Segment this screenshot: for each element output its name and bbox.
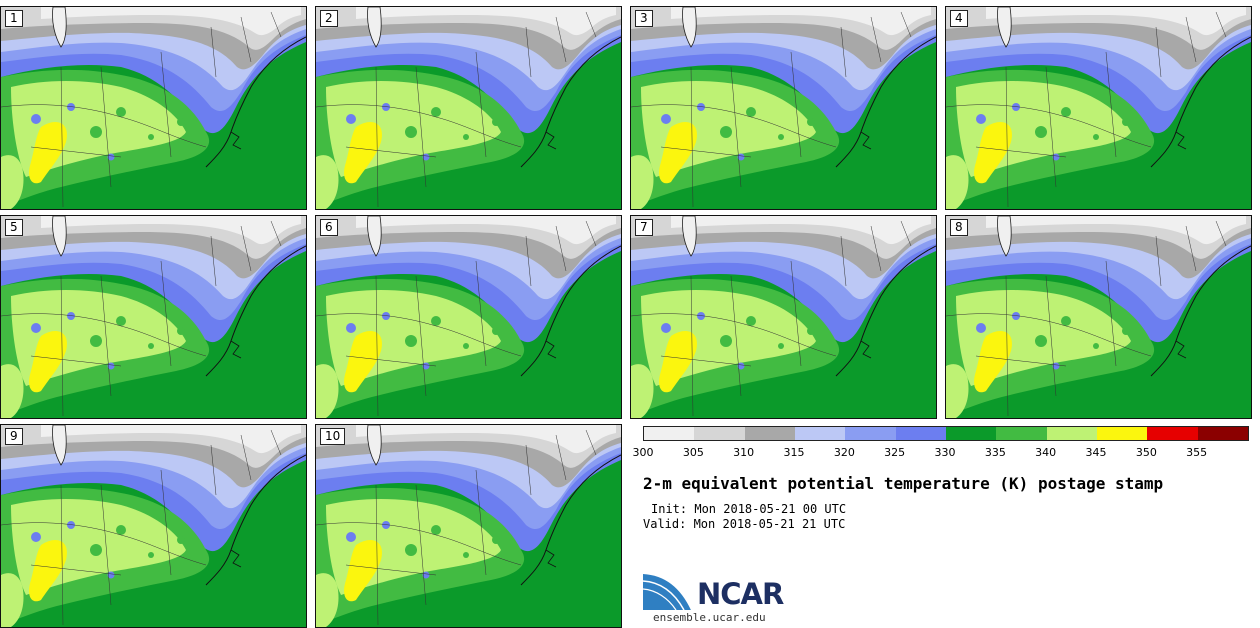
colorbar xyxy=(643,426,1249,441)
colorbar-tick-label: 320 xyxy=(833,446,855,459)
colorbar-segment xyxy=(945,427,997,440)
colorbar-tick-label: 330 xyxy=(934,446,956,459)
member-map-9 xyxy=(1,425,306,627)
postage-stamp-5: 5 xyxy=(0,215,307,419)
member-label: 10 xyxy=(320,428,346,445)
member-label: 1 xyxy=(5,10,23,27)
postage-stamp-9: 9 xyxy=(0,424,307,628)
member-map-2 xyxy=(316,7,621,209)
postage-stamp-2: 2 xyxy=(315,6,622,210)
member-label: 4 xyxy=(950,10,968,27)
member-map-7 xyxy=(631,216,936,418)
colorbar-tick-label: 310 xyxy=(733,446,755,459)
colorbar-tick-label: 340 xyxy=(1035,446,1057,459)
colorbar-tick-label: 355 xyxy=(1186,446,1208,459)
colorbar-segment xyxy=(996,427,1047,440)
colorbar-tick-label: 350 xyxy=(1135,446,1157,459)
member-map-5 xyxy=(1,216,306,418)
colorbar-tick-label: 325 xyxy=(884,446,906,459)
postage-stamp-1: 1 xyxy=(0,6,307,210)
member-label: 8 xyxy=(950,219,968,236)
member-map-4 xyxy=(946,7,1251,209)
colorbar-segment xyxy=(744,427,795,440)
colorbar-tick-label: 300 xyxy=(632,446,654,459)
member-map-10 xyxy=(316,425,621,627)
ncar-wordmark: NCAR xyxy=(697,577,784,611)
colorbar-tick-label: 315 xyxy=(783,446,805,459)
postage-stamp-8: 8 xyxy=(945,215,1252,419)
colorbar-tick-label: 345 xyxy=(1085,446,1107,459)
colorbar-segment xyxy=(694,427,745,440)
colorbar-segment xyxy=(794,427,846,440)
site-url: ensemble.ucar.edu xyxy=(653,611,766,624)
postage-stamp-6: 6 xyxy=(315,215,622,419)
ncar-logo-icon xyxy=(642,572,693,611)
init-time: Init: Mon 2018-05-21 00 UTC xyxy=(651,502,847,516)
colorbar-segment xyxy=(644,427,695,440)
member-label: 7 xyxy=(635,219,653,236)
postage-stamp-10: 10 xyxy=(315,424,622,628)
member-label: 9 xyxy=(5,428,23,445)
colorbar-tick-label: 305 xyxy=(682,446,704,459)
member-label: 3 xyxy=(635,10,653,27)
colorbar-segment xyxy=(1197,427,1248,440)
colorbar-segment xyxy=(895,427,946,440)
member-map-3 xyxy=(631,7,936,209)
member-map-8 xyxy=(946,216,1251,418)
postage-stamp-3: 3 xyxy=(630,6,937,210)
plot-title: 2-m equivalent potential temperature (K)… xyxy=(643,474,1164,493)
postage-stamp-4: 4 xyxy=(945,6,1252,210)
member-label: 6 xyxy=(320,219,338,236)
colorbar-segment xyxy=(845,427,896,440)
colorbar-tick-label: 335 xyxy=(984,446,1006,459)
colorbar-segment xyxy=(1046,427,1097,440)
member-map-6 xyxy=(316,216,621,418)
colorbar-segment xyxy=(1147,427,1198,440)
postage-stamp-7: 7 xyxy=(630,215,937,419)
member-label: 2 xyxy=(320,10,338,27)
member-label: 5 xyxy=(5,219,23,236)
valid-time: Valid: Mon 2018-05-21 21 UTC xyxy=(643,517,846,531)
colorbar-segment xyxy=(1096,427,1148,440)
member-map-1 xyxy=(1,7,306,209)
